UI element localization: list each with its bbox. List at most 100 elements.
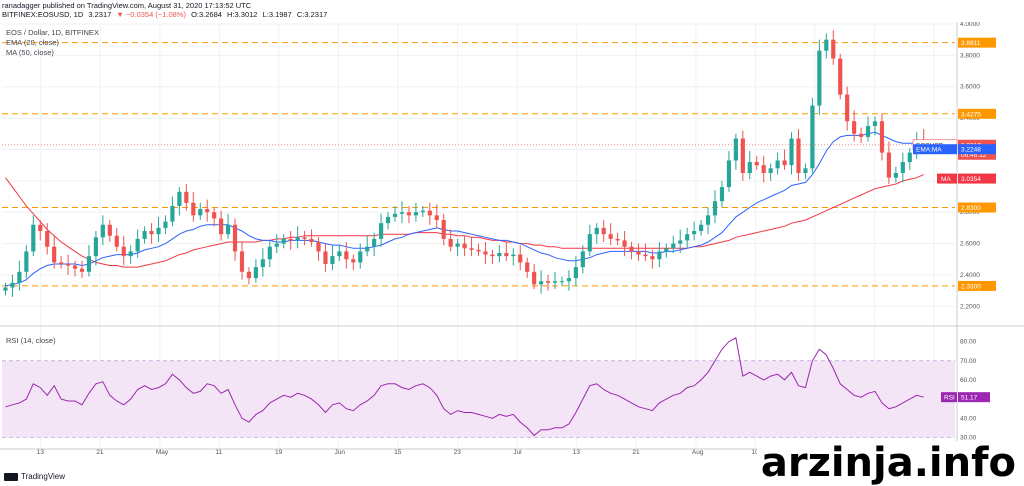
candle <box>295 237 300 241</box>
candle <box>573 267 578 279</box>
candle <box>671 243 676 249</box>
candle <box>893 173 898 178</box>
candle <box>476 249 481 252</box>
candle <box>149 231 154 235</box>
price-tick-label: 2.2000 <box>960 303 980 310</box>
candle <box>733 138 738 161</box>
candle <box>260 259 265 268</box>
candle <box>761 165 766 173</box>
price-tick-label: 2.8000 <box>960 209 980 216</box>
candle <box>650 256 655 260</box>
candle <box>441 220 446 239</box>
candle <box>692 231 697 235</box>
level-price-label: 2.8300 <box>961 205 981 212</box>
candle <box>52 246 57 263</box>
price-tick-label: 3.8000 <box>960 52 980 59</box>
candle <box>872 121 878 126</box>
candle <box>539 281 544 285</box>
level-price-box <box>958 108 996 119</box>
candle <box>372 238 377 247</box>
candle <box>518 254 523 263</box>
candle <box>726 160 732 188</box>
x-tick-label: 21 <box>96 449 104 456</box>
candle <box>566 278 572 282</box>
candle <box>281 238 286 244</box>
candle <box>768 168 773 173</box>
candle <box>483 251 488 255</box>
ema-line <box>5 131 924 287</box>
x-tick-label: Jun <box>335 449 346 456</box>
candle <box>420 210 425 213</box>
rsi-value-box <box>958 392 990 403</box>
price-tick-label: 2.4000 <box>960 272 980 279</box>
candle <box>907 152 912 163</box>
candle <box>740 138 745 173</box>
ma-value-label: 3.0354 <box>961 176 981 183</box>
level-price-label: 3.4275 <box>961 111 981 118</box>
candle <box>219 218 224 235</box>
candle <box>38 224 43 232</box>
candle <box>587 234 592 252</box>
candle <box>45 231 50 247</box>
x-tick-label: May <box>156 449 169 456</box>
candle <box>469 248 474 250</box>
candle <box>699 224 704 232</box>
ema-value-box <box>958 144 996 155</box>
open-value: O:3.2684 <box>191 10 222 19</box>
candle <box>559 281 565 283</box>
candle <box>17 271 22 283</box>
candle <box>246 271 252 279</box>
ma-value-box <box>958 173 996 184</box>
x-tick-label: 19 <box>275 449 283 456</box>
candle <box>59 262 64 264</box>
candle <box>399 212 405 214</box>
ma-tag: MA <box>941 176 951 183</box>
x-tick-label: Aug <box>692 449 704 456</box>
candle <box>184 191 189 203</box>
price-tick-label: 3.6000 <box>960 84 980 91</box>
candle <box>657 251 662 260</box>
candle <box>754 162 759 166</box>
candle <box>782 160 787 166</box>
candle <box>135 238 140 252</box>
tradingview-brand[interactable]: TradingView <box>4 472 65 481</box>
candle <box>525 262 530 272</box>
candle <box>205 209 210 213</box>
level-price-box <box>958 280 996 291</box>
candle <box>406 212 412 216</box>
rsi-tick-label: 80.00 <box>960 339 977 346</box>
candle <box>879 121 885 153</box>
candle <box>114 235 119 247</box>
candle <box>316 242 321 252</box>
candle <box>267 246 272 260</box>
candle <box>163 221 168 228</box>
candle <box>775 160 780 169</box>
rsi-tick-label: 40.00 <box>960 415 977 422</box>
price-chart[interactable]: 4.00003.80003.60003.40003.20003.00002.80… <box>0 22 1024 462</box>
chart-title: EOS / Dollar, 1D, BITFINEX <box>6 28 99 37</box>
rsi-line <box>5 337 924 437</box>
x-tick-label: 10 <box>751 449 759 456</box>
high-value: H:3.3012 <box>227 10 258 19</box>
rsi-legend: RSI (14, close) <box>6 336 56 345</box>
candle <box>65 263 71 266</box>
candle <box>198 209 203 216</box>
candle <box>3 287 8 291</box>
candle <box>664 248 669 252</box>
ema-ma-tag-box <box>913 144 957 155</box>
candle <box>678 240 683 244</box>
close-value: C:3.2317 <box>296 10 328 19</box>
price-tick-label: 2.6000 <box>960 241 980 248</box>
candle <box>845 94 850 122</box>
last-price: 3.2317 <box>88 10 112 19</box>
x-tick-label: 15 <box>394 449 402 456</box>
countdown-label: 06:46:12 <box>961 152 987 159</box>
candle <box>121 246 126 257</box>
candle <box>852 121 857 134</box>
candle <box>93 237 98 257</box>
candle <box>232 224 238 252</box>
candle <box>309 238 314 243</box>
candle <box>803 168 808 173</box>
rsi-band <box>2 360 955 438</box>
candle <box>392 213 398 217</box>
